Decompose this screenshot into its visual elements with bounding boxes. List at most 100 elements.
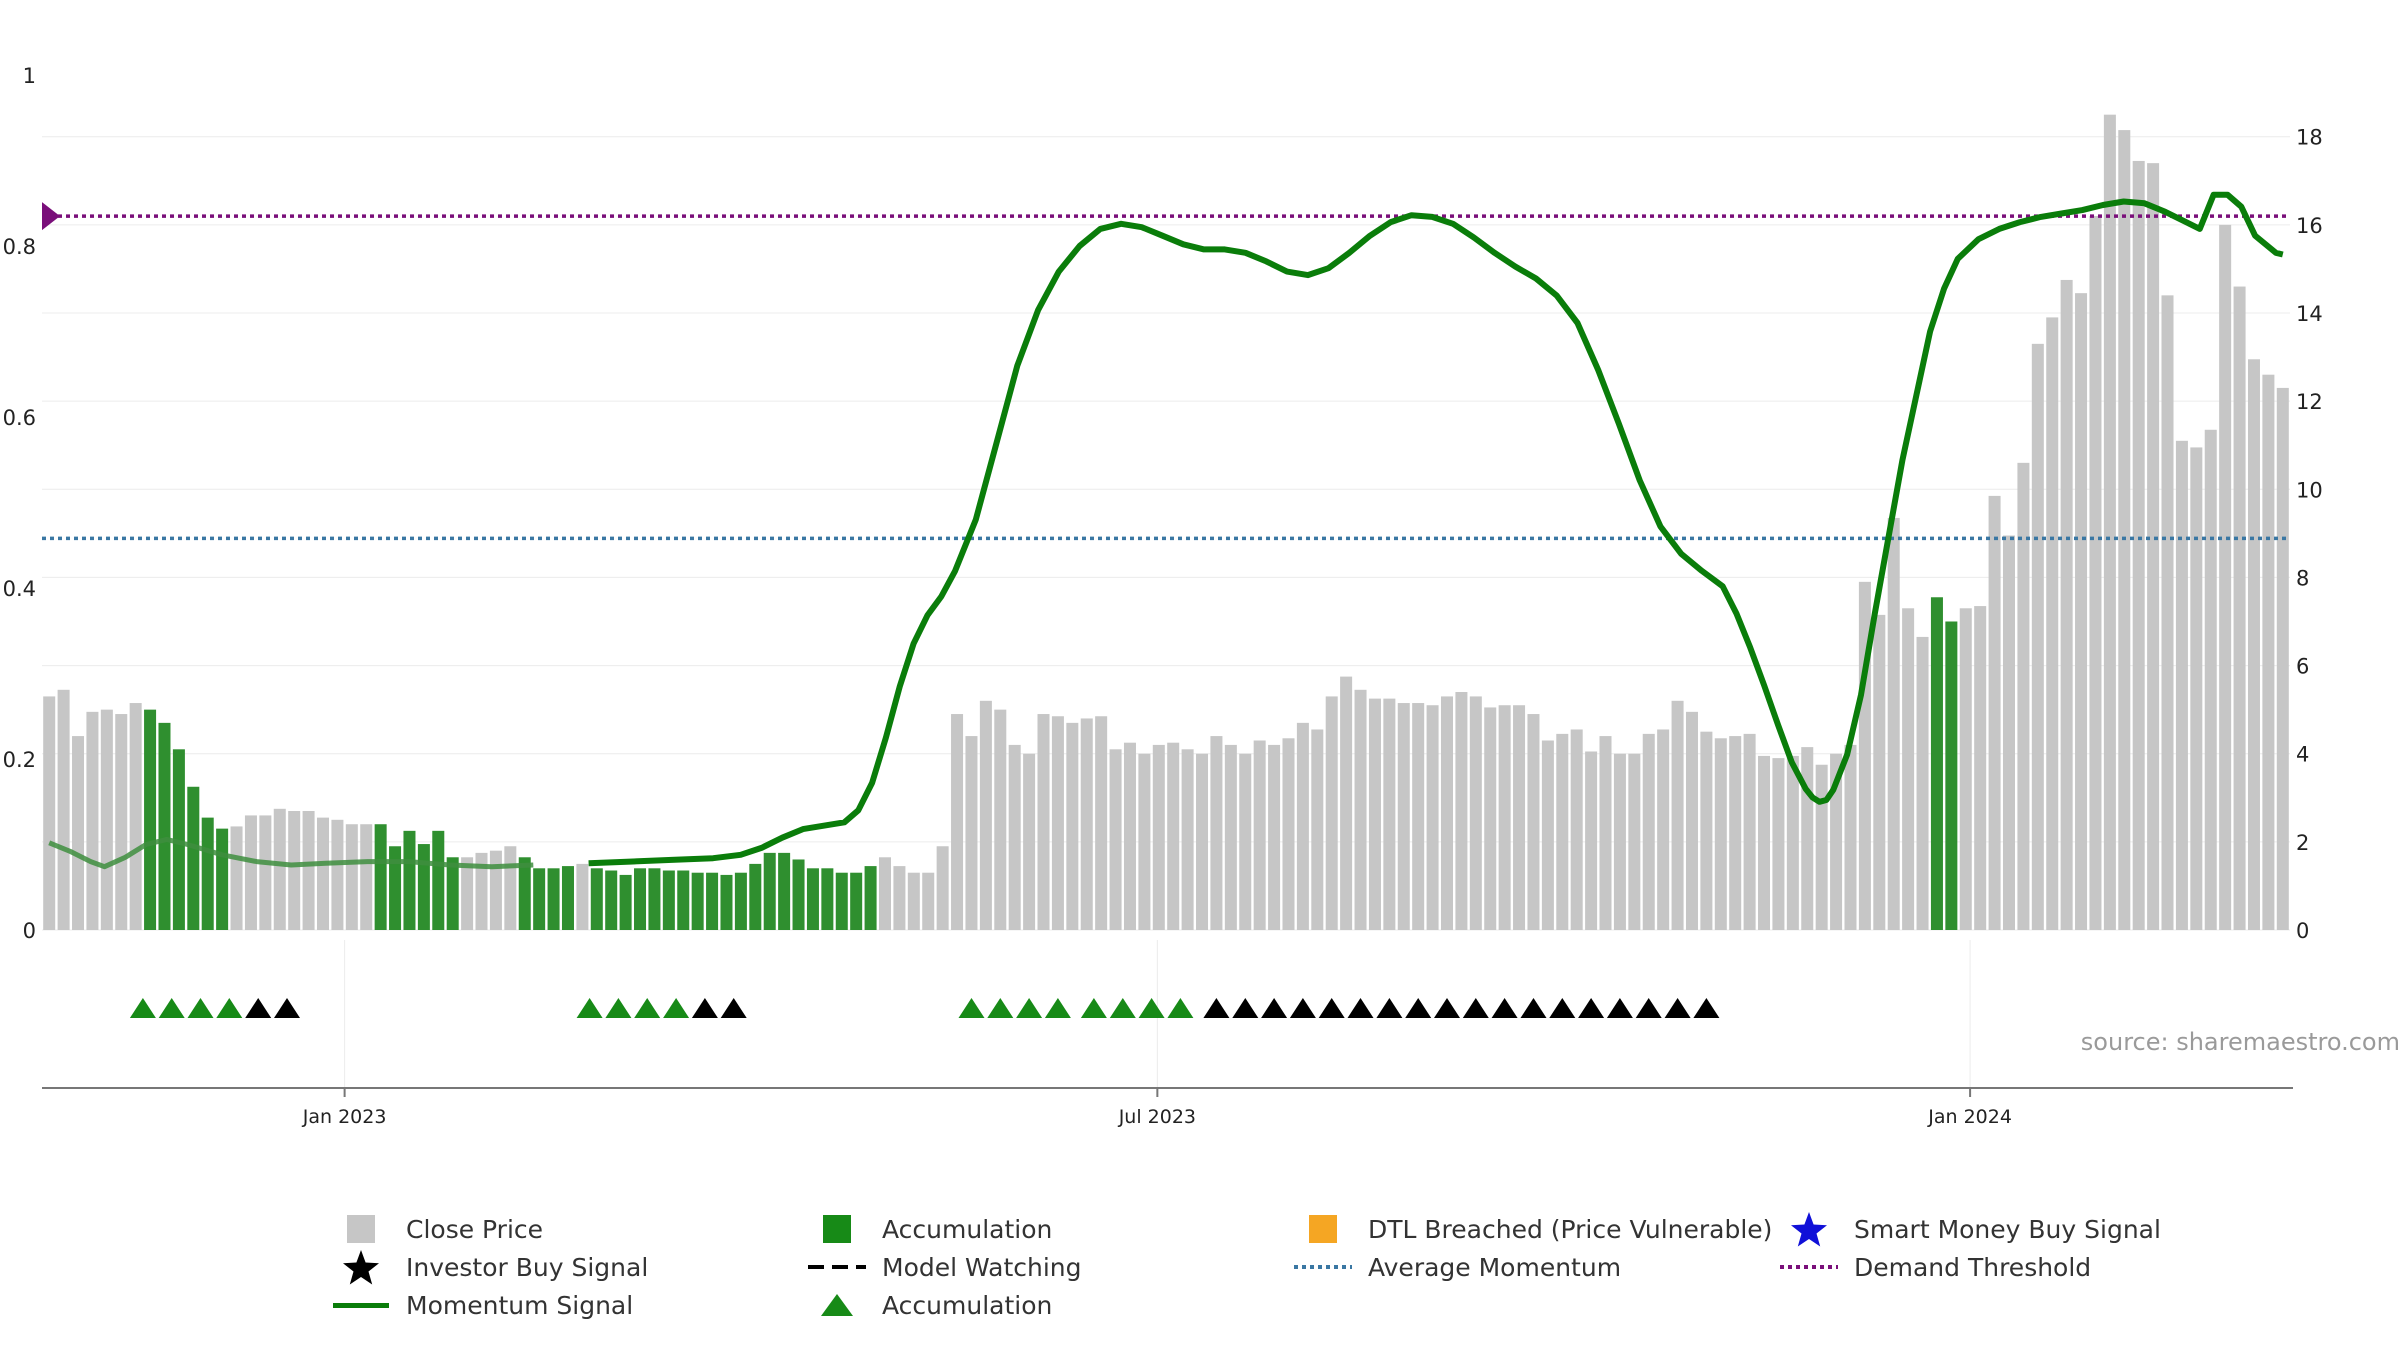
legend-model-watching: Model Watching: [806, 1248, 1082, 1286]
accumulation-marker: [663, 998, 690, 1018]
price-bar: [1196, 753, 1209, 930]
signal-markers: [129, 998, 1720, 1018]
price-bar: [1123, 742, 1136, 930]
price-bar: [792, 859, 805, 930]
price-bar: [331, 819, 344, 930]
price-bar: [230, 826, 243, 930]
price-bar: [1440, 696, 1453, 930]
price-bar: [1945, 621, 1958, 930]
price-bar: [2147, 163, 2160, 930]
price-bar: [1729, 736, 1742, 930]
price-bar: [720, 874, 733, 930]
price-bar: [244, 815, 257, 930]
right-axis-tick-label: 18: [2296, 126, 2323, 150]
price-bar: [389, 846, 402, 930]
price-bar: [778, 852, 791, 930]
price-bar: [763, 852, 776, 930]
investor-buy-marker: [1520, 998, 1547, 1018]
blue-dotted-line-icon: [1292, 1248, 1354, 1286]
legend-momentum-signal-label: Momentum Signal: [406, 1290, 634, 1320]
price-bar: [1671, 700, 1684, 930]
price-bar: [360, 824, 373, 930]
legend-investor-buy-label: Investor Buy Signal: [406, 1252, 649, 1282]
green-line-icon: [330, 1286, 392, 1324]
accumulation-marker: [1167, 998, 1194, 1018]
investor-buy-marker: [1203, 998, 1230, 1018]
price-bars: [43, 114, 2289, 931]
price-bar: [115, 714, 128, 930]
price-bar: [634, 868, 647, 930]
legend-average-momentum-label: Average Momentum: [1368, 1252, 1622, 1282]
accumulation-marker: [158, 998, 185, 1018]
price-bar: [1873, 614, 1886, 930]
price-bar: [1296, 722, 1309, 930]
price-bar: [1311, 729, 1324, 930]
price-bar: [1138, 753, 1151, 930]
price-bar: [72, 736, 85, 930]
price-bar: [936, 846, 949, 930]
legend-accumulation-bar: Accumulation: [806, 1210, 1052, 1248]
dtl-swatch-icon: [1292, 1210, 1354, 1248]
green-triangle-icon: [806, 1286, 868, 1324]
price-bar: [461, 857, 474, 930]
price-bar: [1685, 711, 1698, 930]
price-bar: [2103, 114, 2116, 930]
momentum-signal-faded: [48, 836, 534, 870]
investor-buy-marker: [1693, 998, 1720, 1018]
price-bar: [1743, 733, 1756, 930]
investor-buy-marker: [1318, 998, 1345, 1018]
left-axis-tick-label: 0.4: [3, 577, 36, 601]
investor-buy-marker: [274, 998, 300, 1018]
price-bar: [2276, 387, 2289, 930]
price-bar: [1613, 753, 1626, 930]
price-bar: [691, 872, 704, 930]
accumulation-marker: [1138, 998, 1165, 1018]
price-bar: [2262, 374, 2275, 930]
price-bar: [1282, 738, 1295, 930]
price-bar: [576, 863, 589, 930]
price-bar: [2219, 224, 2232, 931]
momentum-signal-line: [588, 191, 2284, 867]
price-bar: [1340, 676, 1353, 930]
price-bar: [187, 786, 200, 930]
price-bar: [1325, 696, 1338, 930]
accumulation-marker: [129, 998, 156, 1018]
momentum-chart: 0 0.2 0.4 0.6 0.8 1 0 2 4 6 8 10 12 14 16 18 Jan 2023 J…: [3, 64, 2400, 1128]
price-bar: [86, 711, 99, 930]
investor-buy-marker: [720, 998, 747, 1018]
price-bar: [1426, 705, 1439, 930]
date-tick-label: Jan 2023: [302, 1106, 387, 1128]
price-bar: [994, 709, 1007, 930]
price-bar: [2060, 279, 2073, 930]
left-axis-tick-label: 0.2: [3, 748, 36, 772]
legend-model-watching-label: Model Watching: [882, 1252, 1082, 1282]
price-bar: [216, 828, 229, 930]
price-bar: [547, 868, 560, 930]
price-bar: [1008, 744, 1021, 930]
investor-buy-marker: [1462, 998, 1489, 1018]
price-bar: [2089, 216, 2102, 930]
price-bar: [1599, 736, 1612, 930]
source-label: source: sharemaestro.com: [2081, 1028, 2400, 1056]
price-bar: [1152, 744, 1165, 930]
legend-smart-money: Smart Money Buy Signal: [1778, 1210, 2161, 1248]
price-bar: [1887, 517, 1900, 930]
price-bar: [417, 844, 430, 930]
price-bar: [2247, 359, 2260, 930]
investor-buy-marker: [1376, 998, 1403, 1018]
price-bar: [273, 808, 286, 930]
price-bar: [619, 874, 632, 930]
price-bar: [1383, 698, 1396, 930]
price-bar: [1210, 736, 1223, 930]
price-bar: [158, 722, 171, 930]
price-bar: [907, 872, 920, 930]
price-bar: [1974, 606, 1987, 930]
price-bar: [129, 703, 142, 930]
price-bar: [835, 872, 848, 930]
price-bar: [1830, 753, 1843, 930]
price-bar: [345, 824, 358, 930]
price-bar: [374, 824, 387, 930]
investor-buy-marker: [245, 998, 272, 1018]
price-bar: [1758, 755, 1771, 930]
price-bar: [1066, 722, 1079, 930]
